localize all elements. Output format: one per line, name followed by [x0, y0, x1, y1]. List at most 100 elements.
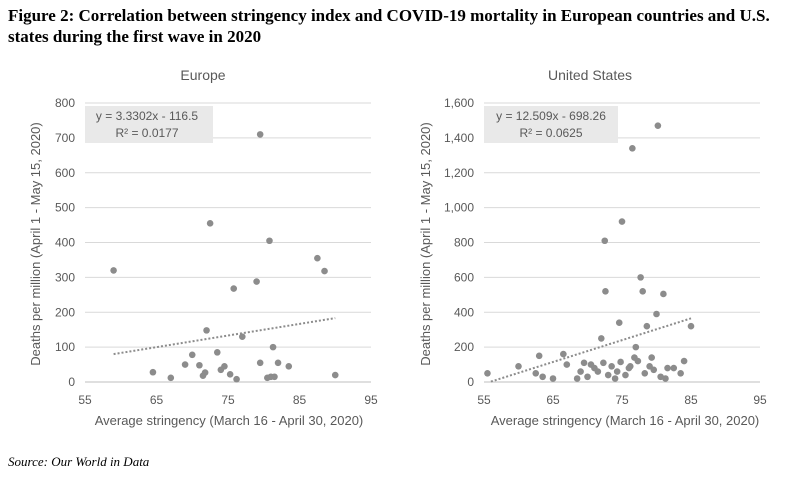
data-point: [622, 371, 629, 379]
trendline-path: [490, 317, 692, 383]
y-tick-label: 600: [55, 166, 75, 180]
y-tick-label: 0: [68, 375, 75, 389]
y-tick-label: 600: [454, 270, 474, 284]
data-point: [266, 237, 273, 245]
data-point: [601, 237, 609, 245]
chart-title: United States: [548, 67, 632, 83]
data-point: [615, 319, 623, 327]
r-squared: R² = 0.0625: [519, 126, 582, 140]
data-point: [226, 371, 234, 378]
data-point: [256, 131, 264, 138]
data-point: [167, 374, 175, 382]
data-point: [213, 349, 221, 356]
data-points: [110, 131, 339, 383]
grid-lines: [484, 102, 760, 383]
y-tick-label: 800: [55, 96, 75, 110]
x-tick-label: 75: [221, 393, 235, 407]
x-tick-labels: 55 65 75 85 95: [78, 393, 378, 407]
data-point: [664, 364, 671, 372]
data-point: [617, 358, 624, 366]
data-point: [253, 278, 260, 285]
x-tick-label: 65: [150, 393, 164, 407]
data-point: [577, 368, 584, 375]
data-point: [639, 288, 646, 295]
data-point: [203, 327, 210, 334]
data-point: [602, 288, 609, 295]
x-tick-label: 85: [684, 393, 698, 407]
data-point: [532, 369, 540, 377]
data-point: [637, 274, 644, 281]
data-point: [660, 290, 667, 298]
y-tick-label: 500: [55, 201, 75, 215]
data-point: [201, 369, 209, 376]
source-note: Source: Our World in Data: [8, 454, 150, 469]
y-tick-label: 200: [454, 340, 474, 354]
data-point: [604, 371, 612, 379]
trendline: [490, 317, 692, 383]
y-tick-label: 400: [55, 236, 75, 250]
data-point: [598, 335, 605, 342]
data-point: [230, 285, 238, 292]
data-point: [662, 375, 669, 382]
annotation-box: [85, 106, 213, 143]
figure-title: Figure 2: Correlation between stringency…: [8, 6, 770, 46]
data-point: [618, 218, 626, 225]
data-point: [648, 354, 655, 361]
data-point: [670, 364, 678, 372]
y-tick-label: 100: [55, 340, 75, 354]
data-point: [181, 361, 189, 368]
data-point: [221, 363, 228, 370]
data-point: [206, 220, 214, 227]
data-point: [632, 343, 640, 351]
data-point: [314, 254, 321, 262]
data-point: [641, 369, 649, 377]
data-point: [654, 122, 662, 129]
data-point: [271, 373, 278, 381]
data-points: [484, 122, 695, 382]
data-point: [608, 363, 615, 370]
y-tick-label: 200: [55, 305, 75, 319]
x-tick-label: 85: [293, 393, 307, 407]
data-point: [321, 267, 328, 275]
data-point: [680, 357, 688, 365]
x-tick-label: 95: [753, 393, 767, 407]
trendline-path: [113, 317, 336, 356]
data-point: [269, 343, 277, 351]
data-point: [274, 359, 282, 367]
annotation-box: [484, 106, 618, 143]
x-tick-label: 55: [477, 393, 491, 407]
data-point: [600, 359, 607, 367]
chart-title: Europe: [180, 67, 225, 83]
trendline: [113, 317, 336, 356]
data-point: [573, 375, 581, 382]
data-point: [196, 361, 203, 369]
data-point: [611, 375, 619, 382]
data-point: [687, 322, 695, 330]
regression-equation: y = 3.3302x - 116.5: [96, 109, 199, 123]
y-tick-label: 700: [55, 131, 75, 145]
y-tick-label: 300: [55, 270, 75, 284]
y-tick-labels: 0 200 400 600 800 1,000 1,200 1,400 1,600: [444, 96, 474, 389]
data-point: [256, 359, 264, 367]
data-point: [650, 366, 658, 374]
y-tick-label: 1,600: [444, 96, 474, 110]
data-point: [239, 333, 246, 340]
data-point: [188, 351, 196, 359]
regression-annotation: y = 12.509x - 698.26 R² = 0.0625: [484, 106, 618, 143]
y-tick-label: 1,400: [444, 131, 474, 145]
data-point: [549, 375, 557, 382]
x-tick-label: 95: [364, 393, 378, 407]
data-point: [643, 322, 651, 330]
data-point: [563, 361, 571, 368]
y-axis-label: Deaths per million (April 1 - May 15, 20…: [28, 122, 43, 366]
data-point: [285, 363, 293, 370]
data-point: [584, 373, 591, 381]
y-tick-label: 400: [454, 305, 474, 319]
data-point: [484, 369, 491, 377]
data-point: [539, 373, 546, 381]
y-axis-label: Deaths per million (April 1 - May 15, 20…: [418, 122, 433, 366]
data-point: [594, 368, 602, 375]
data-point: [613, 368, 621, 375]
